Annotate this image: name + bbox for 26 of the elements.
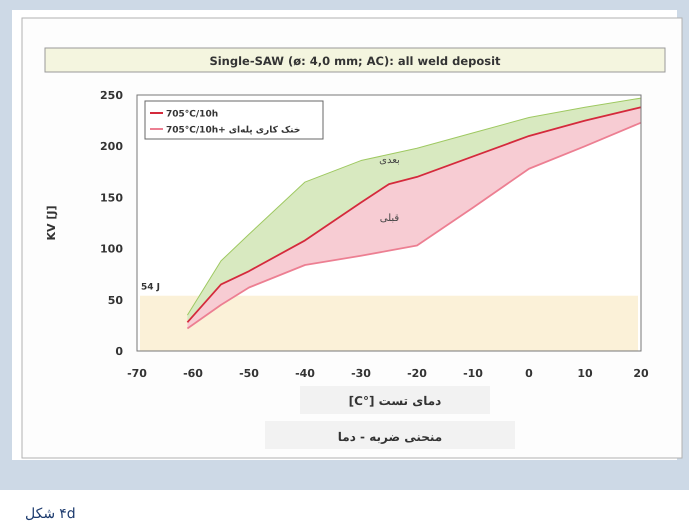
legend-label: 705°C/10h bbox=[166, 110, 218, 120]
annotation: بعدی bbox=[379, 155, 400, 166]
x-tick-label: 0 bbox=[525, 367, 534, 380]
x-tick-label: -70 bbox=[127, 367, 148, 380]
y-tick-label: 100 bbox=[100, 242, 124, 256]
x-tick-label: -30 bbox=[351, 367, 372, 380]
y-tick-label: 250 bbox=[100, 89, 124, 102]
x-axis-title: دمای تست [°C] bbox=[348, 394, 442, 408]
y-tick-label: 150 bbox=[100, 191, 124, 204]
x-tick-label: -20 bbox=[407, 367, 428, 380]
annotation: شکل ۴d bbox=[25, 506, 76, 522]
x-tick-label: -10 bbox=[463, 367, 484, 380]
text: منحنی ضربه - دما bbox=[338, 430, 442, 444]
legend-label: 705°C/10h+ خنک کاری پله‌ای bbox=[166, 126, 300, 136]
x-tick-label: 10 bbox=[577, 367, 593, 380]
chart-title: Single-SAW (ø: 4,0 mm; AC): all weld deposit bbox=[209, 54, 502, 68]
x-tick-label: -40 bbox=[295, 367, 316, 380]
x-tick-label: 20 bbox=[633, 367, 649, 380]
y-tick-label: 0 bbox=[115, 345, 124, 358]
y-axis-title: KV [J] bbox=[45, 205, 58, 241]
x-tick-label: -50 bbox=[239, 367, 260, 380]
x-tick-label: -60 bbox=[183, 367, 204, 380]
annotation: قبلی bbox=[380, 213, 400, 224]
band-label: 54 J bbox=[141, 282, 160, 293]
y-tick-label: 50 bbox=[108, 294, 124, 307]
y-tick-label: 200 bbox=[100, 140, 124, 154]
